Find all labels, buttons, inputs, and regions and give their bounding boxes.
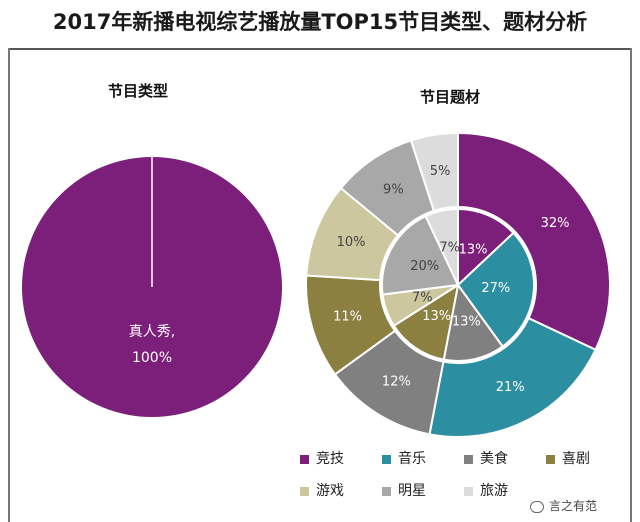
legend-label-3: 喜剧 bbox=[562, 451, 590, 467]
legend-label-4: 游戏 bbox=[316, 483, 344, 499]
legend-swatch-1 bbox=[382, 454, 391, 464]
inner-ring-segment-5 bbox=[381, 214, 460, 296]
outer-ring-label-6: 5% bbox=[430, 164, 451, 179]
outer-ring-label-0: 32% bbox=[541, 216, 570, 231]
legend-label-5: 明星 bbox=[398, 483, 426, 499]
pie-slice-value-0: 100% bbox=[132, 350, 172, 366]
legend-swatch-3 bbox=[546, 454, 555, 464]
inner-ring-label-5: 20% bbox=[410, 259, 439, 274]
title-divider bbox=[8, 48, 632, 50]
outer-ring-label-4: 10% bbox=[337, 235, 366, 250]
inner-ring-segment-2 bbox=[442, 282, 505, 362]
inner-ring-label-3: 13% bbox=[422, 309, 451, 324]
inner-ring-segment-3 bbox=[392, 282, 460, 361]
legend-label-6: 旅游 bbox=[480, 483, 508, 499]
outer-ring-label-2: 12% bbox=[382, 375, 411, 390]
legend-swatch-2 bbox=[464, 454, 473, 464]
wechat-icon bbox=[530, 500, 544, 513]
legend-item-3: 喜剧 bbox=[546, 448, 590, 468]
inner-ring-label-6: 7% bbox=[439, 240, 460, 255]
right-border bbox=[630, 48, 632, 522]
outer-ring-segment-0 bbox=[457, 131, 611, 352]
outer-ring-label-1: 21% bbox=[496, 380, 525, 395]
legend-label-0: 竞技 bbox=[316, 451, 344, 467]
legend: 竞技 音乐 美食 喜剧游戏 明星 旅游 bbox=[300, 448, 620, 518]
right-chart-title: 节目题材 bbox=[420, 88, 481, 106]
legend-swatch-6 bbox=[464, 486, 473, 496]
legend-item-0: 竞技 bbox=[300, 448, 344, 468]
inner-ring-segment-1 bbox=[456, 231, 535, 348]
inner-ring-segment-6 bbox=[424, 207, 459, 286]
inner-ring-label-4: 7% bbox=[412, 290, 433, 305]
inner-ring-label-2: 13% bbox=[452, 315, 481, 330]
left-chart-title: 节目类型 bbox=[108, 82, 169, 100]
legend-label-2: 美食 bbox=[480, 451, 508, 467]
inner-ring-label-0: 13% bbox=[459, 243, 488, 258]
outer-ring-segment-1 bbox=[428, 316, 597, 438]
legend-label-1: 音乐 bbox=[398, 451, 426, 467]
legend-item-2: 美食 bbox=[464, 448, 508, 468]
pie-slice-label-0: 真人秀, bbox=[129, 324, 175, 340]
outer-ring-segment-6 bbox=[409, 131, 459, 213]
outer-ring-label-3: 11% bbox=[333, 310, 362, 325]
footer-text: 言之有范 bbox=[549, 499, 598, 513]
left-border bbox=[8, 48, 10, 522]
legend-item-5: 明星 bbox=[382, 480, 426, 500]
legend-swatch-4 bbox=[300, 486, 309, 496]
legend-item-6: 旅游 bbox=[464, 480, 508, 500]
legend-swatch-0 bbox=[300, 454, 309, 464]
chart-title: 2017年新播电视综艺播放量TOP15节目类型、题材分析 bbox=[52, 10, 588, 34]
footer-credit: 言之有范 bbox=[530, 497, 597, 514]
inner-ring-segment-0 bbox=[457, 207, 515, 288]
inner-ring-label-1: 27% bbox=[481, 281, 510, 296]
outer-ring-label-5: 9% bbox=[383, 182, 404, 197]
legend-item-1: 音乐 bbox=[382, 448, 426, 468]
legend-swatch-5 bbox=[382, 486, 391, 496]
legend-item-4: 游戏 bbox=[300, 480, 344, 500]
